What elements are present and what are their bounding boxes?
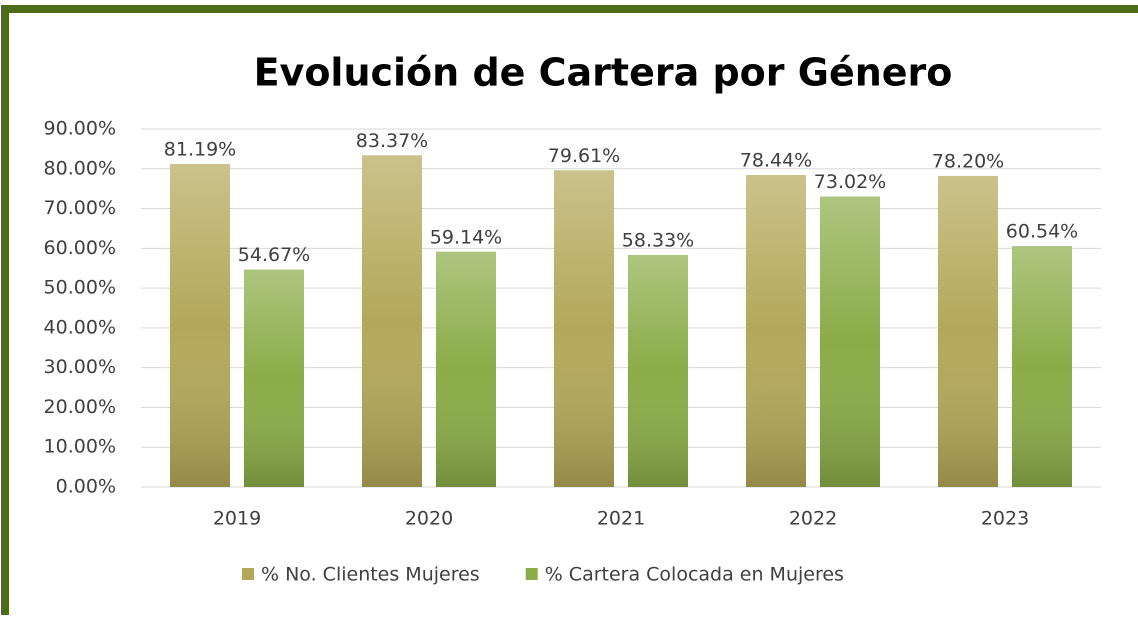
legend-label: % Cartera Colocada en Mujeres [545,564,844,586]
value-label: 78.44% [740,149,812,171]
legend-label: % No. Clientes Mujeres [261,564,480,586]
bar [820,196,880,487]
x-tick-label: 2023 [981,508,1029,530]
value-label: 73.02% [814,171,886,193]
value-label: 83.37% [356,130,428,152]
bar [628,254,688,487]
x-tick-label: 2019 [213,508,261,530]
y-tick-label: 40.00% [44,316,116,338]
legend-swatch [242,568,254,580]
y-tick-label: 10.00% [44,436,116,458]
y-tick-label: 80.00% [44,157,116,179]
y-tick-label: 70.00% [44,197,116,219]
bar [746,174,806,488]
chart-title: Evolución de Cartera por Género [254,51,953,95]
x-tick-label: 2021 [597,508,645,530]
x-tick-label: 2022 [789,508,837,530]
bar [362,155,422,487]
y-tick-label: 90.00% [44,118,116,140]
bar [938,175,998,487]
value-label: 78.20% [932,150,1004,172]
legend-swatch [525,568,538,580]
y-tick-label: 30.00% [44,356,116,378]
y-tick-label: 20.00% [44,396,116,418]
y-tick-label: 50.00% [44,277,116,299]
bar [244,269,304,487]
bar [170,164,230,487]
value-label: 60.54% [1006,221,1078,243]
y-tick-label: 60.00% [44,237,116,259]
bar [436,251,496,487]
bar [554,170,614,488]
value-label: 54.67% [238,244,310,266]
y-tick-label: 0.00% [56,476,116,498]
value-label: 58.33% [622,229,694,251]
value-label: 59.14% [430,226,502,248]
bar [1012,246,1072,487]
x-tick-label: 2020 [405,508,453,530]
value-label: 81.19% [164,139,236,161]
value-label: 79.61% [548,145,620,167]
